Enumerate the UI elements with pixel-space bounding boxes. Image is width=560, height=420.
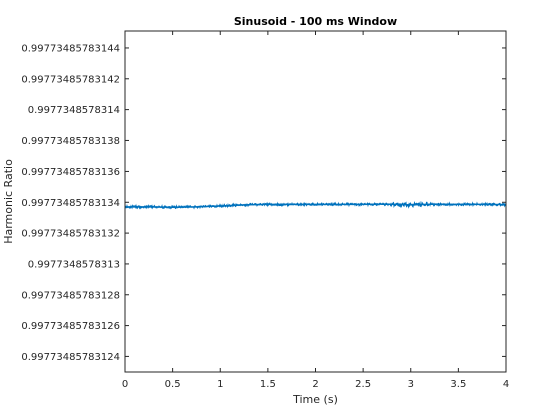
x-tick-label: 3.5 <box>450 379 466 390</box>
x-tick-label: 2 <box>312 379 318 390</box>
y-tick-label: 0.99773485783142 <box>21 74 120 85</box>
y-tick-label: 0.99773485783136 <box>21 167 120 178</box>
y-tick-label: 0.99773485783138 <box>21 136 120 147</box>
x-tick-label: 2.5 <box>355 379 371 390</box>
x-tick-label: 0.5 <box>165 379 181 390</box>
y-tick-label: 0.99773485783134 <box>21 198 120 209</box>
y-axis-title: Harmonic Ratio <box>2 159 15 244</box>
x-tick-label: 1 <box>217 379 223 390</box>
y-tick-label: 0.99773485783124 <box>21 352 120 363</box>
y-tick-label: 0.9977348578314 <box>28 105 120 116</box>
plot-area <box>125 31 506 372</box>
y-tick-label: 0.99773485783132 <box>21 229 120 240</box>
y-tick-label: 0.99773485783126 <box>21 321 120 332</box>
axes-layer: 0 0.5 1 1.5 2 2.5 3 3.5 4 0.99773485783144 0.99773… <box>21 30 509 390</box>
x-tick-label: 1.5 <box>260 379 276 390</box>
x-axis-title: Time (s) <box>292 393 338 406</box>
chart-title: Sinusoid - 100 ms Window <box>234 15 397 28</box>
series-layer <box>124 200 507 210</box>
y-tick-label: 0.99773485783128 <box>21 290 120 301</box>
y-tick-label: 0.99773485783144 <box>21 43 120 54</box>
x-tick-label: 4 <box>503 379 509 390</box>
x-tick-label: 0 <box>122 379 128 390</box>
y-tick-label: 0.9977348578313 <box>28 259 120 270</box>
x-tick-label: 3 <box>408 379 414 390</box>
series-noise <box>124 200 507 210</box>
